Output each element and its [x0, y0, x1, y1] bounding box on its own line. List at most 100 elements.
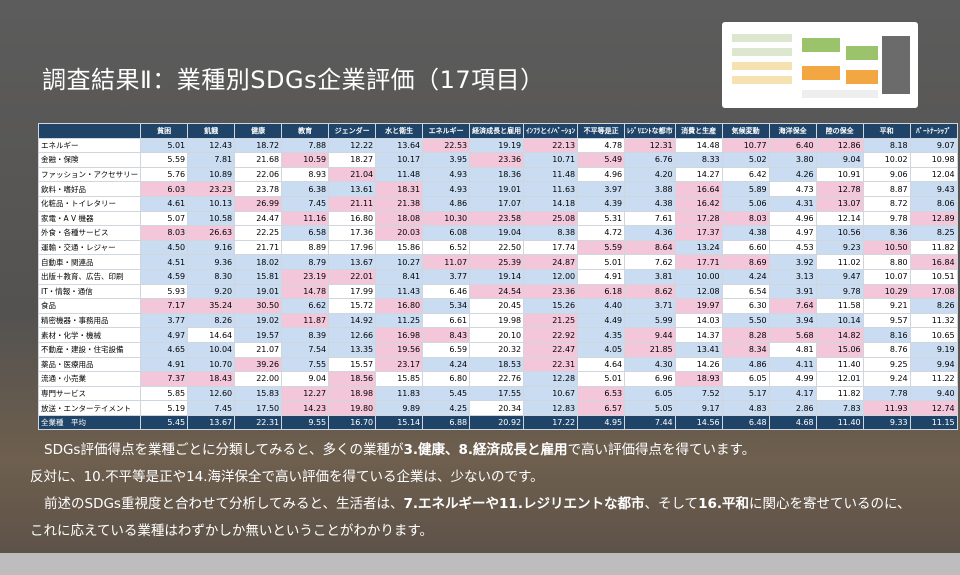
- cell: 23.36: [469, 152, 525, 168]
- cell: 9.17: [674, 400, 723, 416]
- cell: 12.22: [328, 137, 377, 154]
- cell: 8.79: [281, 254, 330, 270]
- cell: 19.14: [469, 268, 525, 285]
- column-header: 教育: [281, 123, 330, 139]
- cell: 12.08: [674, 283, 723, 300]
- row: 流通・小売業 7.37 18.43 22.00 9.04 18.56 15.85 6.80 22…: [37, 371, 958, 387]
- cell: 10.04: [187, 341, 236, 358]
- cell: 16.70: [328, 414, 377, 431]
- cell: 18.53: [469, 356, 525, 373]
- paragraph: 前述のSDGs重視度と合わせて分析してみると、生活者は、7.エネルギーや11.レ…: [30, 491, 911, 518]
- column-header: 陸の保全: [815, 123, 864, 139]
- cell: 19.98: [469, 312, 525, 329]
- cell: 11.58: [815, 298, 864, 314]
- row-label: 素材・化学・機械: [37, 327, 142, 343]
- cell: 5.06: [721, 195, 770, 212]
- cell: 14.82: [815, 327, 864, 343]
- cell: 16.64: [674, 181, 723, 197]
- cell: 21.68: [234, 152, 283, 168]
- cell: 12.04: [909, 166, 958, 183]
- cell: 10.27: [375, 254, 424, 270]
- cell: 11.40: [815, 356, 864, 373]
- cell: 11.22: [909, 371, 958, 387]
- thumbnail-diagram: [722, 22, 918, 108]
- cell: 9.19: [909, 341, 958, 358]
- column-header: 平和: [862, 123, 911, 139]
- cell: 13.24: [674, 239, 723, 256]
- row-label: 運輸・交通・レジャー: [37, 239, 142, 256]
- row: 精密機器・事務用品 3.77 8.26 19.02 11.87 14.92 11.25 6.6…: [37, 312, 958, 329]
- cell: 22.50: [469, 239, 525, 256]
- cell: 15.14: [375, 414, 424, 431]
- cell: 7.17: [140, 298, 189, 314]
- paragraph: 反対に、10.不平等是正や14.海洋保全で高い評価を得ている企業は、少ないのです…: [30, 464, 911, 491]
- row-label: 薬品・医療用品: [37, 356, 142, 373]
- column-header: 不平等是正: [577, 123, 626, 139]
- cell: 4.30: [624, 356, 676, 373]
- cell: 21.25: [523, 312, 579, 329]
- cell: 5.31: [577, 210, 626, 227]
- cell: 4.38: [721, 225, 770, 241]
- cell: 7.81: [187, 152, 236, 168]
- cell: 17.22: [523, 414, 579, 431]
- cell: 17.71: [674, 254, 723, 270]
- cell: 6.53: [577, 385, 626, 402]
- cell: 4.93: [422, 181, 471, 197]
- cell: 4.53: [768, 239, 817, 256]
- cell: 26.63: [187, 225, 236, 241]
- cell: 5.05: [624, 400, 676, 416]
- cell: 4.99: [768, 371, 817, 387]
- cell: 5.59: [577, 239, 626, 256]
- cell: 19.57: [234, 327, 283, 343]
- row-label: 流通・小売業: [37, 371, 142, 387]
- cell: 7.52: [674, 385, 723, 402]
- cell: 17.50: [234, 400, 283, 416]
- cell: 7.78: [862, 385, 911, 402]
- text-run: 反対に、10.不平等是正や14.海洋保全で高い評価を得ている企業は、少ないのです…: [30, 469, 544, 485]
- cell: 10.98: [909, 152, 958, 168]
- cell: 18.98: [328, 385, 377, 402]
- average-row: 全業種 平均 5.45 13.67 22.31 9.55 16.70 15.14 6.88 20…: [37, 414, 958, 431]
- cell: 17.37: [674, 225, 723, 241]
- cell: 10.67: [523, 385, 579, 402]
- cell: 9.36: [187, 254, 236, 270]
- cell: 6.30: [721, 298, 770, 314]
- cell: 11.93: [862, 400, 911, 416]
- cell: 39.26: [234, 356, 283, 373]
- cell: 4.35: [577, 327, 626, 343]
- cell: 4.24: [422, 356, 471, 373]
- cell: 12.78: [815, 181, 864, 197]
- cell: 25.08: [523, 210, 579, 227]
- cell: 3.97: [577, 181, 626, 197]
- cell: 4.97: [140, 327, 189, 343]
- cell: 3.80: [768, 152, 817, 168]
- cell: 4.26: [768, 166, 817, 183]
- cell: 15.72: [328, 298, 377, 314]
- cell: 4.39: [577, 195, 626, 212]
- cell: 23.23: [187, 181, 236, 197]
- cell: 6.58: [281, 225, 330, 241]
- cell: 8.34: [721, 341, 770, 358]
- cell: 4.78: [577, 137, 626, 154]
- row-label: 飲料・嗜好品: [37, 181, 142, 197]
- column-header: 経済成長と雇用: [469, 123, 525, 139]
- cell: 4.86: [721, 356, 770, 373]
- cell: 4.51: [140, 254, 189, 270]
- cell: 5.01: [577, 254, 626, 270]
- column-header: ﾊﾟｰﾄﾅｰｼｯﾌﾟ: [909, 123, 958, 139]
- cell: 4.86: [422, 195, 471, 212]
- column-header: ﾚｼﾞﾘｴﾝﾄな都市: [624, 123, 676, 139]
- cell: 9.89: [375, 400, 424, 416]
- column-header: 貧困: [140, 123, 189, 139]
- row-label: 不動産・建設・住宅設備: [37, 341, 142, 358]
- cell: 11.83: [375, 385, 424, 402]
- row-label: 放送・エンターテイメント: [37, 400, 142, 416]
- cell: 12.43: [187, 137, 236, 154]
- cell: 24.87: [523, 254, 579, 270]
- column-header: 気候変動: [721, 123, 770, 139]
- cell: 14.23: [281, 400, 330, 416]
- cell: 23.17: [375, 356, 424, 373]
- row-label: 化粧品・トイレタリー: [37, 195, 142, 212]
- text-run: 16.平和: [698, 496, 749, 512]
- cell: 21.07: [234, 341, 283, 358]
